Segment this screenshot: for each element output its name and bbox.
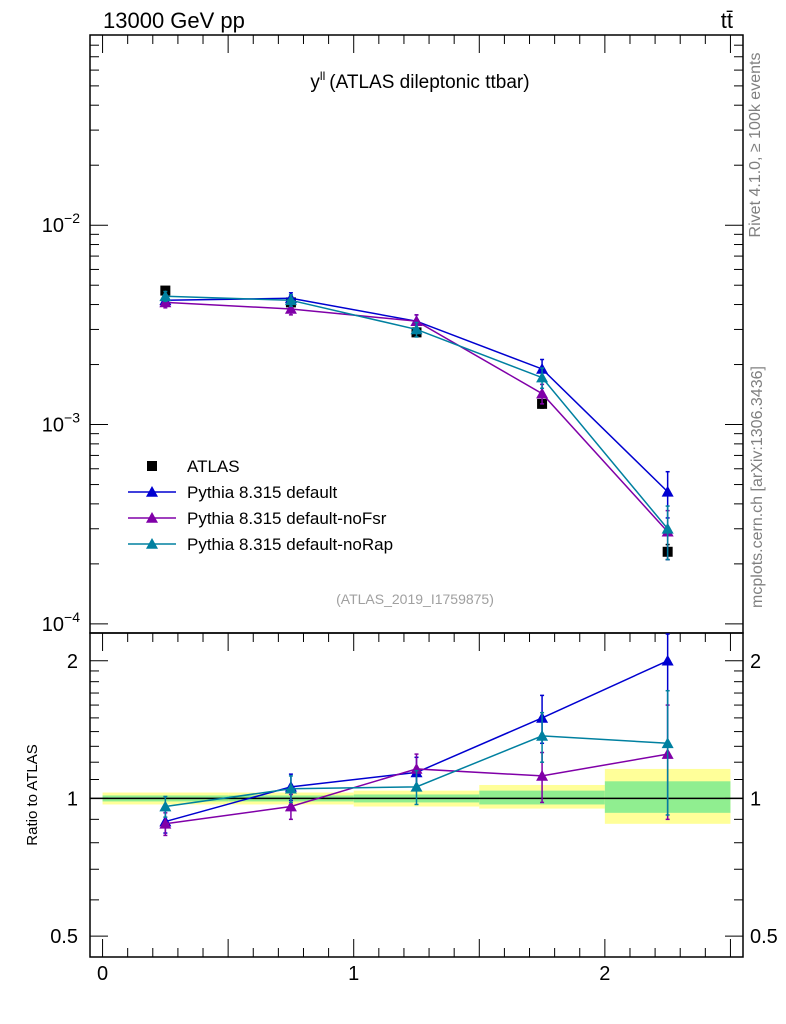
main-ytick-label: 10−2 — [42, 210, 80, 237]
legend-marker-atlas — [147, 461, 157, 471]
ratio-point-noFsr — [536, 769, 549, 781]
legend-label-default: Pythia 8.315 default — [187, 483, 338, 502]
ratio-ytick-label-right: 2 — [750, 651, 761, 673]
ratio-ytick-label-left: 0.5 — [50, 926, 78, 948]
ratio-xtick-label: 1 — [348, 963, 359, 985]
ratio-ytick-label-left: 1 — [67, 788, 78, 810]
legend-marker-noFsr — [146, 512, 158, 523]
ratio-point-noRap — [284, 782, 297, 794]
rivet-label: Rivet 4.1.0, ≥ 100k events — [747, 53, 764, 238]
ratio-ytick-label-right: 1 — [750, 788, 761, 810]
ratio-ylabel: Ratio to ATLAS — [24, 744, 41, 845]
point-noRap — [661, 522, 674, 534]
main-ytick-label: 10−4 — [42, 609, 80, 636]
legend-label-atlas: ATLAS — [187, 457, 240, 476]
ratio-ytick-label-right: 0.5 — [750, 926, 778, 948]
ratio-point-noRap — [410, 780, 423, 792]
ratio-panel: 0 1 2 0.5 0.5 1 1 2 2 — [50, 632, 778, 985]
ratio-frame — [89, 632, 744, 958]
energy-label: 13000 GeV pp — [103, 8, 245, 33]
ratio-point-noFsr — [159, 817, 172, 829]
title-suffix: (ATLAS dileptonic ttbar) — [329, 72, 529, 93]
mcplots-label: mcplots.cern.ch [arXiv:1306.3436] — [749, 366, 766, 608]
legend-marker-noRap — [146, 538, 158, 549]
point-noRap — [410, 323, 423, 335]
title-main: y — [310, 72, 320, 93]
point-noRap — [159, 290, 172, 302]
ratio-point-noFsr — [410, 762, 423, 774]
ratio-ytick-label-left: 2 — [67, 651, 78, 673]
ratio-xtick-label: 0 — [97, 963, 108, 985]
point-noFsr — [284, 302, 297, 314]
analysis-id: (ATLAS_2019_I1759875) — [336, 591, 494, 607]
main-ytick-label: 10−3 — [42, 410, 80, 437]
ratio-point-noFsr — [284, 800, 297, 812]
point-default — [661, 485, 674, 497]
legend-label-noFsr: Pythia 8.315 default-noFsr — [187, 509, 387, 528]
point-noRap — [536, 371, 549, 383]
title-superscript: ll — [320, 69, 325, 83]
ratio-point-noRap — [159, 800, 172, 812]
main-panel: 10−2 10−3 10−4 — [42, 34, 744, 636]
point-noRap — [284, 294, 297, 306]
legend-label-noRap: Pythia 8.315 default-noRap — [187, 535, 393, 554]
ratio-point-default — [661, 654, 674, 666]
legend-marker-default — [146, 486, 158, 497]
ratio-point-noRap — [661, 737, 674, 749]
ratio-xtick-label: 2 — [599, 963, 610, 985]
ratio-point-noRap — [536, 729, 549, 741]
point-noFsr — [410, 315, 423, 326]
legend: ATLAS Pythia 8.315 default Pythia 8.315 de… — [128, 457, 393, 554]
point-noFsr — [536, 387, 549, 399]
process-label: tt̄ — [721, 8, 733, 33]
plot-title: yll (ATLAS dileptonic ttbar) — [310, 69, 529, 93]
